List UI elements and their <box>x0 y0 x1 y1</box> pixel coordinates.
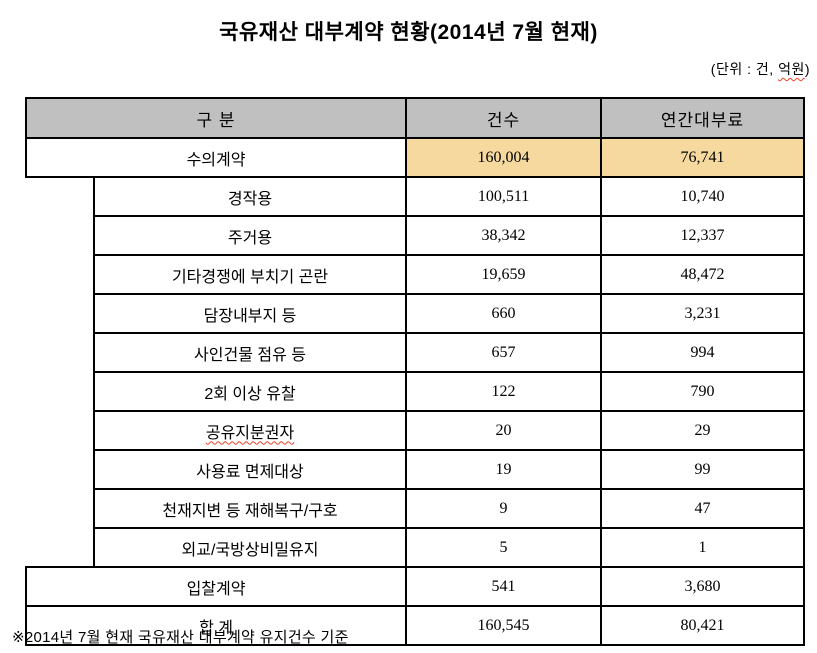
sub-row-residential: 주거용 38,342 12,337 <box>26 215 806 256</box>
cell-count: 160,545 <box>405 605 603 646</box>
cell-fee: 47 <box>600 488 806 529</box>
sub-row-failed-bids: 2회 이상 유찰 122 790 <box>26 371 806 412</box>
cell-fee: 1 <box>600 527 806 568</box>
header-count: 건수 <box>405 97 603 139</box>
cell-fee: 29 <box>600 410 806 451</box>
row-negotiated-contract: 수의계약 160,004 76,741 <box>24 137 806 178</box>
cell-fee: 10,740 <box>600 176 806 217</box>
cell-label: 기타경쟁에 부치기 곤란 <box>92 254 408 295</box>
table-header-row: 구 분 건수 연간대부료 <box>24 97 806 139</box>
cell-count: 541 <box>405 566 603 607</box>
cell-label: 사용료 면제대상 <box>92 449 408 490</box>
cell-label: 2회 이상 유찰 <box>92 371 408 412</box>
cell-fee: 80,421 <box>600 605 806 646</box>
cell-count: 19,659 <box>405 254 603 295</box>
cell-count: 38,342 <box>405 215 603 256</box>
sub-row-fee-exempt: 사용료 면제대상 19 99 <box>26 449 806 490</box>
cell-label: 경작용 <box>92 176 408 217</box>
cell-count: 9 <box>405 488 603 529</box>
sub-row-disaster-recovery: 천재지변 등 재해복구/구호 9 47 <box>26 488 806 529</box>
cell-label: 사인건물 점유 등 <box>92 332 408 373</box>
co-owner-label: 공유지분권자 <box>205 424 295 442</box>
cell-count: 5 <box>405 527 603 568</box>
cell-fee: 12,337 <box>600 215 806 256</box>
cell-label: 주거용 <box>92 215 408 256</box>
cell-count: 122 <box>405 371 603 412</box>
cell-fee: 790 <box>600 371 806 412</box>
footnote: ※2014년 7월 현재 국유재산 대부계약 유지건수 기준 <box>12 629 349 646</box>
cell-count: 100,511 <box>405 176 603 217</box>
cell-count-highlighted: 160,004 <box>405 137 603 178</box>
cell-label: 합 계 <box>24 605 408 646</box>
cell-count: 657 <box>405 332 603 373</box>
cell-fee-highlighted: 76,741 <box>600 137 806 178</box>
row-total: 합 계 160,545 80,421 <box>24 605 806 646</box>
sub-row-competition-difficult: 기타경쟁에 부치기 곤란 19,659 48,472 <box>26 254 806 295</box>
unit-note-suffix: ) <box>804 61 810 77</box>
cell-label: 입찰계약 <box>24 566 408 607</box>
cell-label: 공유지분권자 <box>92 410 408 451</box>
cell-count: 19 <box>405 449 603 490</box>
row-bid-contract: 입찰계약 541 3,680 <box>24 566 806 607</box>
cell-fee: 3,231 <box>600 293 806 334</box>
header-annual-fee: 연간대부료 <box>600 97 806 139</box>
cell-label: 외교/국방상비밀유지 <box>92 527 408 568</box>
cell-count: 660 <box>405 293 603 334</box>
unit-note-underlined: 억원 <box>778 61 805 77</box>
cell-count: 20 <box>405 410 603 451</box>
cell-label: 천재지변 등 재해복구/구호 <box>92 488 408 529</box>
cell-fee: 994 <box>600 332 806 373</box>
cell-label: 수의계약 <box>24 137 408 178</box>
sub-row-diplomacy-defense: 외교/국방상비밀유지 5 1 <box>26 527 806 568</box>
header-category: 구 분 <box>24 97 408 139</box>
sub-row-private-building: 사인건물 점유 등 657 994 <box>26 332 806 373</box>
lease-contract-table: 구 분 건수 연간대부료 수의계약 160,004 76,741 경작용 100… <box>24 97 806 646</box>
sub-row-cultivation: 경작용 100,511 10,740 <box>26 176 806 568</box>
unit-note: (단위 : 건, 억원) <box>711 59 810 79</box>
sub-row-inside-fence: 담장내부지 등 660 3,231 <box>26 293 806 334</box>
unit-note-prefix: (단위 : 건, <box>710 61 779 77</box>
sub-row-co-owner: 공유지분권자 20 29 <box>26 410 806 451</box>
cell-fee: 3,680 <box>600 566 806 607</box>
cell-label: 담장내부지 등 <box>92 293 408 334</box>
indent-cell <box>26 176 95 568</box>
cell-fee: 99 <box>600 449 806 490</box>
page-title: 국유재산 대부계약 현황(2014년 7월 현재) <box>219 21 598 44</box>
cell-fee: 48,472 <box>600 254 806 295</box>
